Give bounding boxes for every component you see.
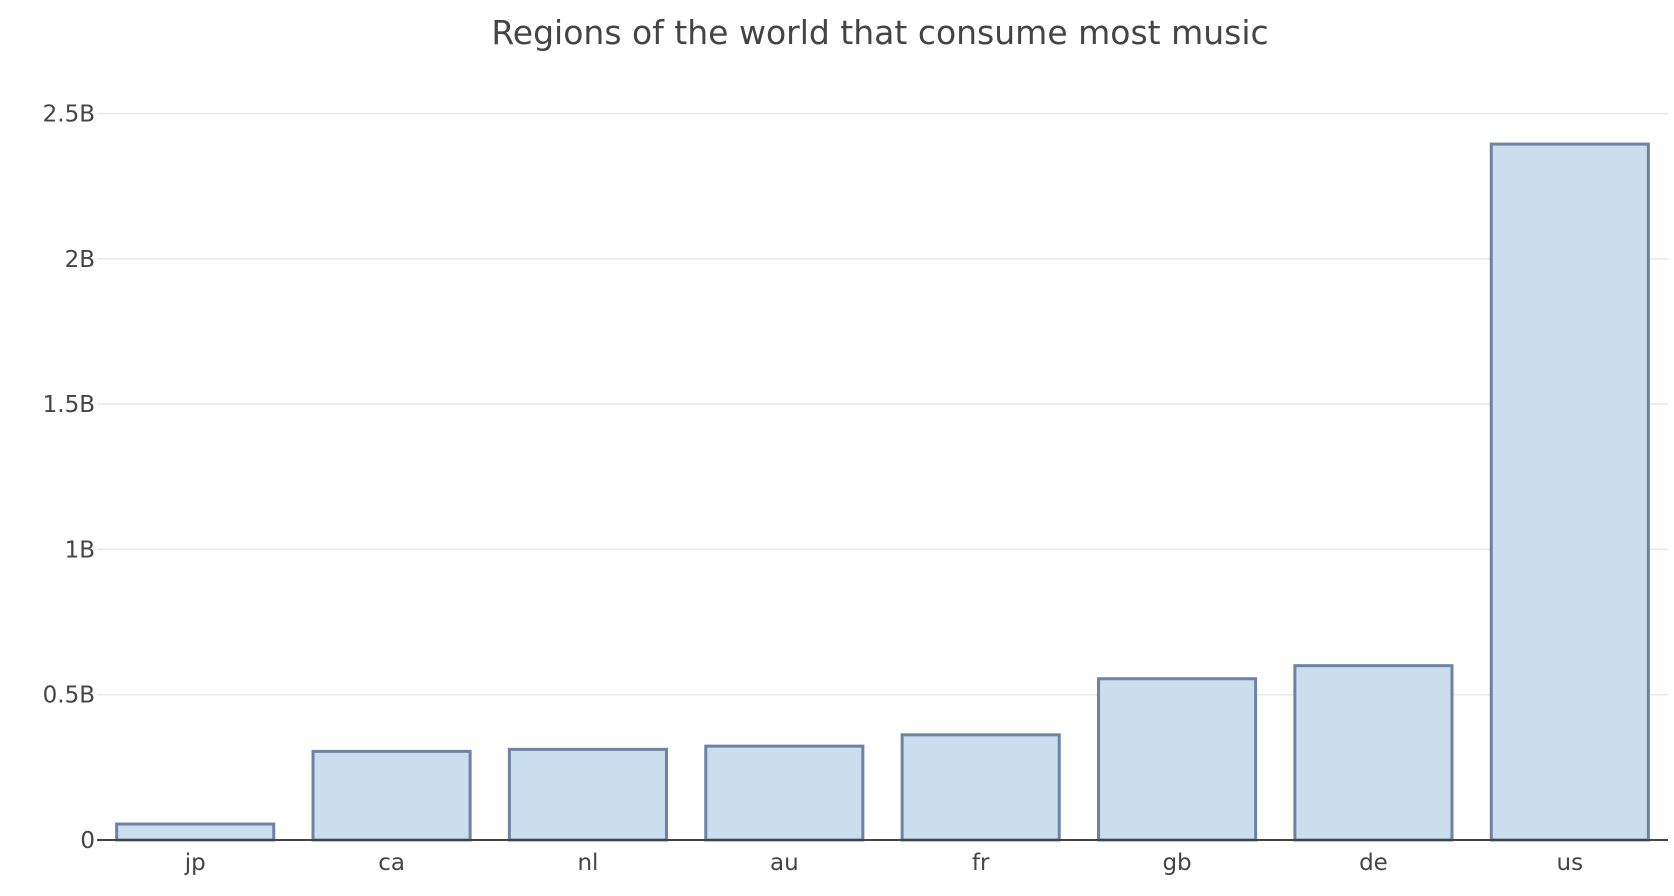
y-tick-label: 0 [80,828,95,854]
bars [115,142,1650,842]
y-tick-label: 1.5B [43,392,95,418]
x-axis-ticks: jp ca nl au fr gb de us [184,850,1583,876]
x-tick-label-jp: jp [184,850,206,876]
bar-gb[interactable] [1097,677,1258,842]
x-tick-label-au: au [770,850,799,876]
y-tick-label: 0.5B [43,683,95,709]
bar-us[interactable] [1489,142,1650,842]
bar-de[interactable] [1293,664,1454,842]
gridlines [97,112,1668,696]
bar-jp[interactable] [115,822,276,842]
y-tick-label: 2.5B [43,102,95,128]
y-tick-label: 2B [65,247,95,273]
chart-title: Regions of the world that consume most m… [491,13,1268,52]
x-tick-label-nl: nl [577,850,598,876]
x-tick-label-us: us [1557,850,1584,876]
y-axis-ticks: 0 0.5B 1B 1.5B 2B 2.5B [43,102,95,854]
bar-fr[interactable] [900,733,1061,842]
y-tick-label: 1B [65,537,95,563]
x-tick-label-de: de [1359,850,1388,876]
x-tick-label-ca: ca [378,850,405,876]
x-tick-label-fr: fr [972,850,990,876]
x-tick-label-gb: gb [1162,850,1191,876]
bar-nl[interactable] [507,747,668,842]
bar-au[interactable] [704,744,865,842]
bar-ca[interactable] [311,749,472,842]
